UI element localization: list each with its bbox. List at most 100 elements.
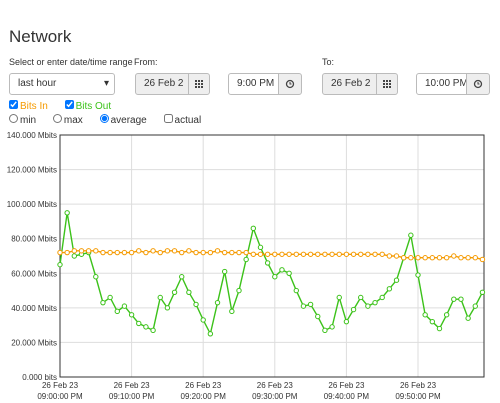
point	[179, 249, 185, 256]
point	[264, 260, 271, 266]
point	[436, 255, 443, 261]
point	[329, 324, 335, 330]
clock-icon	[285, 79, 295, 89]
calendar-button[interactable]	[376, 73, 398, 95]
point	[400, 255, 407, 261]
point	[71, 248, 78, 254]
point	[207, 331, 214, 337]
to-time[interactable]: 10:00 PM	[416, 73, 467, 95]
checkbox[interactable]	[163, 114, 173, 123]
point	[107, 294, 113, 301]
point	[322, 251, 328, 257]
point	[415, 272, 421, 278]
bits-out-toggle[interactable]: Bits Out	[64, 100, 112, 112]
point	[193, 301, 199, 308]
point	[300, 303, 307, 309]
point	[358, 294, 364, 301]
point	[85, 248, 92, 254]
x-tick-label: 09:10:00 PM	[109, 392, 155, 401]
point	[121, 249, 128, 256]
point	[93, 274, 99, 280]
radio[interactable]	[99, 114, 109, 123]
point	[214, 299, 221, 306]
x-tick-label: 09:20:00 PM	[181, 392, 227, 401]
point	[472, 255, 478, 261]
checkbox[interactable]	[9, 100, 18, 109]
calendar-button[interactable]	[188, 73, 210, 95]
mode-label: average	[110, 115, 147, 126]
point	[436, 325, 443, 332]
point	[307, 251, 314, 257]
point	[250, 251, 257, 257]
point	[107, 249, 113, 256]
point	[393, 253, 400, 259]
point	[229, 249, 235, 256]
radio[interactable]	[52, 114, 62, 123]
point	[429, 318, 436, 325]
point	[343, 251, 350, 257]
point	[257, 244, 264, 251]
point	[100, 299, 106, 306]
point	[329, 251, 335, 257]
point	[315, 313, 321, 320]
point	[465, 255, 471, 261]
point	[186, 248, 192, 254]
legend-label: Bits In	[20, 101, 48, 112]
point	[207, 249, 214, 256]
mode-label: max	[63, 115, 83, 126]
point	[279, 267, 285, 273]
point	[272, 274, 278, 280]
point	[293, 287, 299, 294]
point	[479, 256, 486, 263]
calendar-icon	[195, 80, 203, 88]
point	[157, 249, 163, 256]
point	[93, 248, 99, 254]
point	[229, 308, 235, 315]
point	[143, 249, 149, 256]
clock-button[interactable]	[278, 73, 302, 95]
checkbox[interactable]	[64, 100, 74, 109]
y-tick-label: 140.000 Mbits	[7, 131, 57, 140]
point	[186, 289, 192, 295]
point	[322, 327, 328, 334]
point	[171, 248, 178, 254]
to-label: To:	[322, 57, 335, 67]
point	[443, 255, 450, 261]
point	[350, 306, 357, 313]
range-value: last hour	[18, 78, 57, 89]
point	[236, 287, 242, 294]
x-tick-date: 26 Feb 23	[185, 381, 222, 390]
x-tick-date: 26 Feb 23	[328, 381, 365, 390]
x-tick-date: 26 Feb 23	[257, 381, 294, 390]
point	[372, 251, 378, 257]
point	[250, 225, 257, 232]
bits-in-toggle[interactable]: Bits In	[9, 100, 48, 112]
page-title: Network	[9, 27, 72, 46]
y-tick-label: 20.000 Mbits	[11, 338, 57, 347]
point	[307, 301, 314, 308]
point	[200, 317, 206, 323]
point	[164, 248, 171, 254]
range-select[interactable]: last hour ▾	[9, 73, 115, 95]
clock-icon	[473, 79, 483, 89]
point	[465, 315, 471, 321]
y-tick-label: 0.000 bits	[22, 373, 57, 382]
point	[128, 312, 135, 318]
point	[164, 305, 171, 311]
clock-button[interactable]	[466, 73, 490, 95]
point	[300, 251, 307, 257]
point	[100, 249, 106, 256]
series-toggles: Bits In Bits Out	[9, 100, 111, 112]
mode-label: actual	[174, 115, 202, 126]
point	[451, 296, 457, 302]
range-label: Select or enter date/time range	[9, 57, 133, 67]
point	[336, 294, 342, 301]
legend-label: Bits Out	[75, 101, 112, 112]
radio[interactable]	[9, 114, 18, 123]
point	[64, 210, 70, 216]
point	[279, 251, 285, 257]
mode-label: min	[20, 115, 37, 126]
point	[264, 251, 271, 257]
point	[171, 289, 178, 295]
point	[358, 251, 364, 257]
